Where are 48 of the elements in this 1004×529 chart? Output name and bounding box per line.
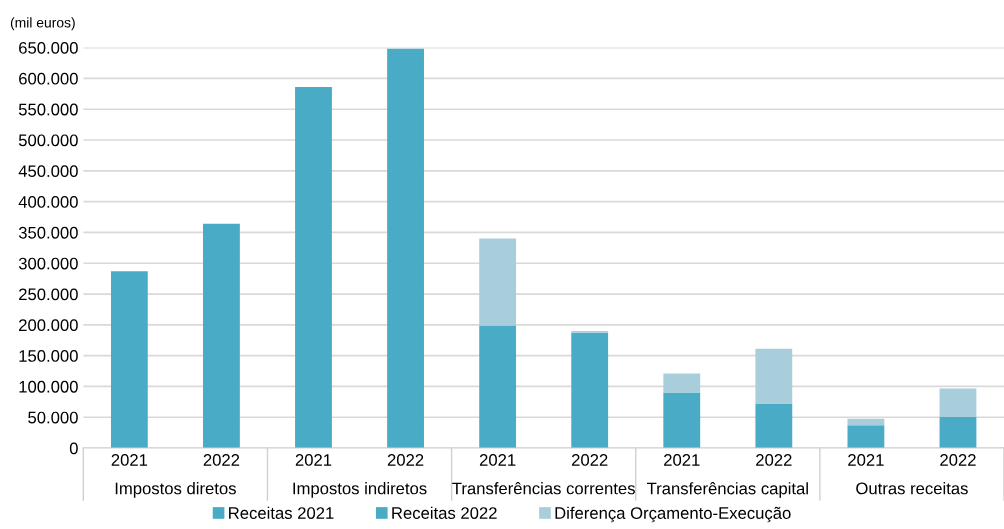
bar [203, 223, 240, 449]
bar [755, 403, 793, 449]
y-tick-label: 650.000 [19, 42, 78, 54]
y-tick-label: 100.000 [19, 380, 78, 393]
y-tick-label: 350.000 [18, 226, 78, 239]
text: Outras receitas [856, 482, 968, 495]
y-axis-title: (mil euros) [10, 17, 75, 31]
bar [387, 48, 424, 449]
legend-label: Receitas 2022 [392, 506, 497, 519]
x-tick-label: 2021 [295, 454, 332, 466]
bar [939, 416, 977, 449]
bar [663, 373, 701, 393]
bar [847, 418, 885, 426]
y-tick-label: 600.000 [19, 72, 78, 85]
text: Impostos indiretos [293, 482, 427, 498]
bar [663, 392, 701, 449]
y-tick-label: 150.000 [19, 350, 78, 362]
y-tick-label: 450.000 [18, 165, 78, 178]
x-tick-label: 2022 [756, 454, 792, 466]
bar [939, 388, 977, 417]
y-tick-label: 300.000 [18, 257, 78, 270]
x-tick-label: 2022 [940, 454, 976, 466]
x-tick-label: 2021 [111, 454, 148, 466]
bar [479, 325, 517, 449]
y-tick-label: 400.000 [18, 196, 78, 208]
text: Transferências capital [646, 482, 808, 498]
y-tick-label: 550.000 [18, 103, 78, 116]
x-tick-label: 2022 [203, 454, 240, 466]
bar [755, 348, 793, 404]
x-tick-label: 2022 [387, 454, 424, 466]
y-tick-label: 250.000 [19, 288, 78, 301]
x-tick-label: 2022 [572, 454, 608, 466]
bar [847, 425, 885, 449]
x-tick-label: 2021 [664, 454, 700, 466]
y-tick-label: 500.000 [18, 134, 78, 147]
bar [479, 238, 517, 326]
bar [110, 271, 148, 449]
x-tick-label: 2021 [479, 454, 516, 466]
y-tick-label: 200.000 [19, 319, 78, 332]
y-tick-label: 50.000 [28, 411, 78, 424]
text: Impostos diretos [115, 482, 236, 498]
legend-label: Diferença Orçamento-Execução [555, 506, 791, 523]
bar [571, 332, 609, 449]
y-tick-label: 0 [69, 442, 78, 455]
text: Transferências correntes [452, 482, 635, 495]
bar [295, 87, 332, 449]
legend-label: Receitas 2021 [229, 506, 334, 519]
x-tick-label: 2021 [848, 454, 884, 466]
